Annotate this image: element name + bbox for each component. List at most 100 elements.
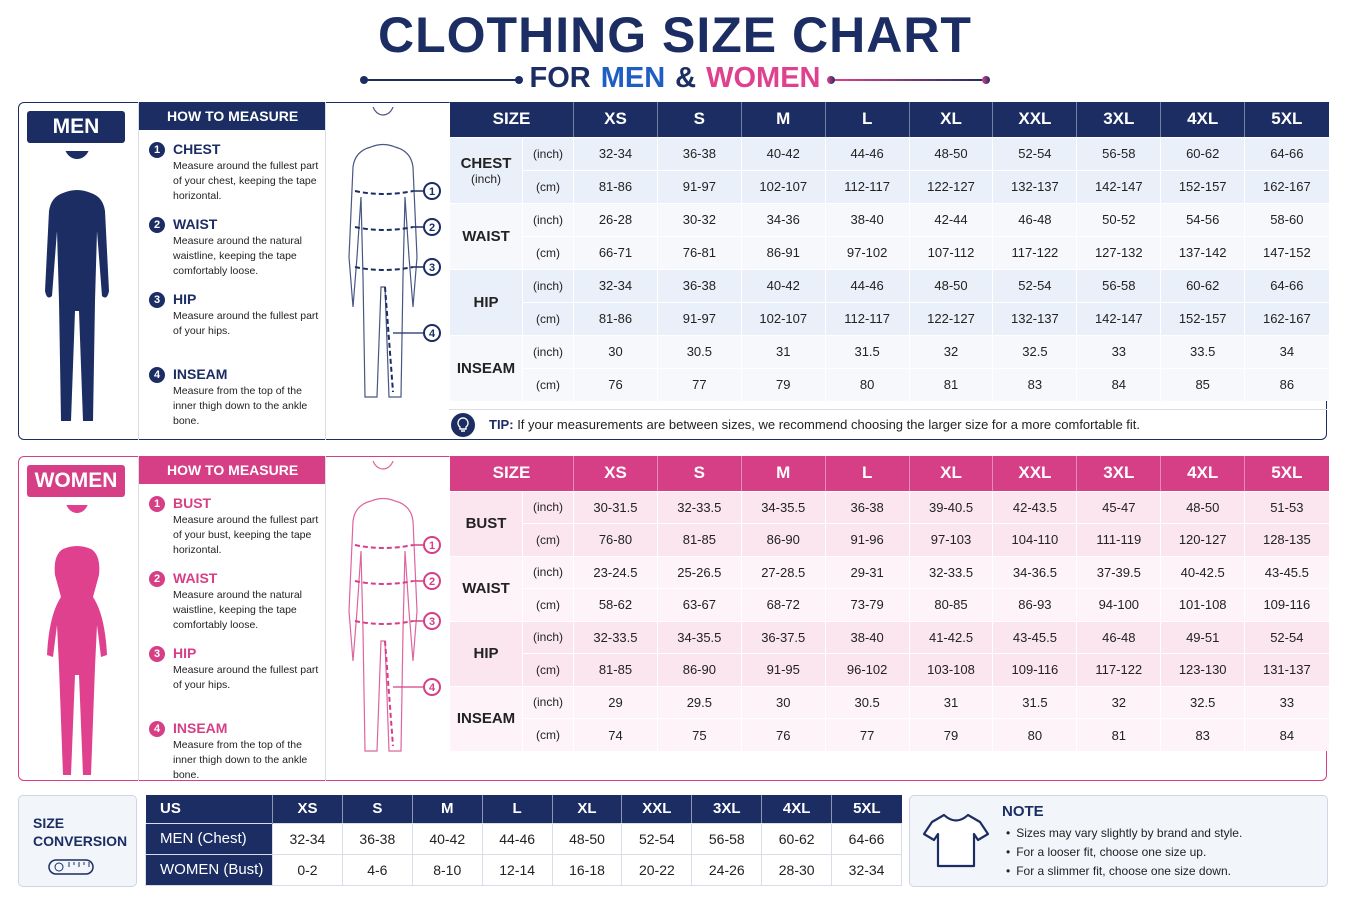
size-cell: 75 <box>656 718 742 751</box>
header-cell: XXL <box>992 102 1077 137</box>
conversion-cell: 36-38 <box>341 822 413 855</box>
size-cell: 112-117 <box>824 301 910 335</box>
size-cell: 36-38 <box>656 268 742 302</box>
how-to-title: HOW TO MEASURE <box>139 456 325 484</box>
size-cell: 84 <box>1244 718 1329 751</box>
size-cell: 120-127 <box>1160 523 1245 556</box>
size-cell: 34-35.5 <box>656 620 742 654</box>
step-title: BUST <box>173 495 212 511</box>
size-cell: 36-38 <box>824 490 910 524</box>
conversion-table: US XS S M L XL XXL 3XL 4XL 5XL MEN (Chest) 32-34 36-… <box>145 795 903 886</box>
size-cell: 132-137 <box>992 301 1077 335</box>
size-cell: 45-47 <box>1076 490 1161 524</box>
size-cell: 117-122 <box>992 235 1077 269</box>
measure-step: 2 WAIST Measure around the natural waistli… <box>139 216 325 280</box>
header-cell: SIZE <box>448 102 574 137</box>
section-badge: WOMEN <box>27 465 125 497</box>
conversion-cell: 44-46 <box>481 822 553 855</box>
conversion-cell: 64-66 <box>831 822 903 855</box>
conversion-cell: 4-6 <box>341 853 413 886</box>
step-number: 4 <box>149 367 165 383</box>
women-panel: WOMEN HOW TO MEASURE 1 BUST Measure around t… <box>18 456 1329 784</box>
unit-cell: (cm) <box>521 367 574 401</box>
size-cell: 60-62 <box>1160 136 1245 170</box>
size-cell: 32-34 <box>573 136 658 170</box>
measure-name: HIP <box>473 645 499 662</box>
conversion-cell: 20-22 <box>621 853 693 886</box>
size-cell: 77 <box>824 718 910 751</box>
size-cell: 34-36.5 <box>992 555 1077 589</box>
size-row: CHEST (inch) (inch) 32-34 36-38 40-42 44-46 48-… <box>449 136 1329 203</box>
measure-label: HIP <box>449 620 523 686</box>
header-cell: 4XL <box>761 795 832 823</box>
size-cell: 86-90 <box>740 523 826 556</box>
measure-step: 4 INSEAM Measure from the top of the inner… <box>139 366 325 430</box>
measure-step: 4 INSEAM Measure from the top of the inner… <box>139 720 325 784</box>
subtitle: FOR MEN & WOMEN <box>0 62 1350 95</box>
size-cell: 81-86 <box>573 301 658 335</box>
size-cell: 32-33.5 <box>656 490 742 524</box>
tape-icon <box>48 859 94 875</box>
note-item: For a slimmer fit, choose one size down. <box>1006 862 1242 881</box>
subtitle-word: MEN <box>600 62 666 94</box>
size-row: (cm) 76-80 81-85 86-90 91-96 97-103 104-110 111… <box>450 523 1329 556</box>
header-cell: M <box>411 795 483 823</box>
measure-step: 3 HIP Measure around the fullest part of y… <box>139 291 325 355</box>
note-item: For a looser fit, choose one size up. <box>1006 843 1242 862</box>
header-cell: L <box>481 795 553 823</box>
size-cell: 102-107 <box>740 169 826 203</box>
note-box: NOTE Sizes may vary slightly by brand an… <box>909 795 1328 887</box>
step-text: Measure from the top of the inner thigh … <box>173 739 308 781</box>
size-cell: 96-102 <box>824 653 910 686</box>
size-cell: 132-137 <box>992 169 1077 203</box>
size-cell: 48-50 <box>908 136 993 170</box>
measure-step: 1 CHEST Measure around the fullest part of… <box>139 141 325 205</box>
size-cell: 81-85 <box>656 523 742 556</box>
conversion-title: SIZE CONVERSION <box>33 815 128 849</box>
size-cell: 81-86 <box>573 169 658 203</box>
size-cell: 81 <box>1076 718 1161 751</box>
step-number: 3 <box>149 646 165 662</box>
size-cell: 111-119 <box>1076 523 1161 556</box>
size-cell: 86 <box>1244 367 1329 401</box>
header-cell: S <box>656 102 742 137</box>
conversion-row: WOMEN (Bust) 0-2 4-6 8-10 12-14 16-18 20-22 24-… <box>145 853 903 886</box>
unit-cell: (inch) <box>521 202 574 236</box>
size-cell: 43-45.5 <box>992 620 1077 654</box>
measure-label: WAIST <box>449 555 523 621</box>
divider <box>827 76 990 84</box>
size-cell: 127-132 <box>1076 235 1161 269</box>
size-cell: 85 <box>1160 367 1245 401</box>
size-cell: 25-26.5 <box>656 555 742 589</box>
unit-cell: (cm) <box>521 301 574 335</box>
conversion-cell: 32-34 <box>831 853 903 886</box>
diagram-number: 4 <box>429 682 436 694</box>
size-cell: 76-81 <box>656 235 742 269</box>
size-cell: 52-54 <box>1244 620 1329 654</box>
conversion-cell: 52-54 <box>621 822 693 855</box>
size-cell: 33.5 <box>1160 334 1245 368</box>
unit-cell: (cm) <box>521 588 574 621</box>
size-cell: 103-108 <box>908 653 993 686</box>
size-cell: 123-130 <box>1160 653 1245 686</box>
size-cell: 86-90 <box>656 653 742 686</box>
conversion-row: MEN (Chest) 32-34 36-38 40-42 44-46 48-50 52-5… <box>145 822 903 855</box>
measure-name: WAIST <box>462 580 510 597</box>
step-text: Measure around the fullest part of your … <box>173 514 319 556</box>
step-number: 1 <box>149 496 165 512</box>
diagram-number: 1 <box>429 540 435 552</box>
conversion-cell: 28-30 <box>761 853 833 886</box>
note-title: NOTE <box>1002 803 1044 820</box>
tip-label: TIP: <box>489 417 514 432</box>
size-cell: 94-100 <box>1076 588 1161 621</box>
conversion-cell: 0-2 <box>272 853 343 886</box>
header-cell: 5XL <box>831 795 902 823</box>
size-cell: 33 <box>1076 334 1161 368</box>
unit-cell: (inch) <box>521 136 574 170</box>
header-cell: XL <box>908 102 993 137</box>
diagram-number: 3 <box>429 262 435 274</box>
unit-cell: (cm) <box>521 235 574 269</box>
size-table: SIZE XS S M L XL XXL 3XL 4XL 5XL BUST (inch) 30-31.5… <box>448 456 1329 751</box>
subtitle-word: WOMEN <box>706 62 821 94</box>
unit-cell: (cm) <box>521 718 574 751</box>
